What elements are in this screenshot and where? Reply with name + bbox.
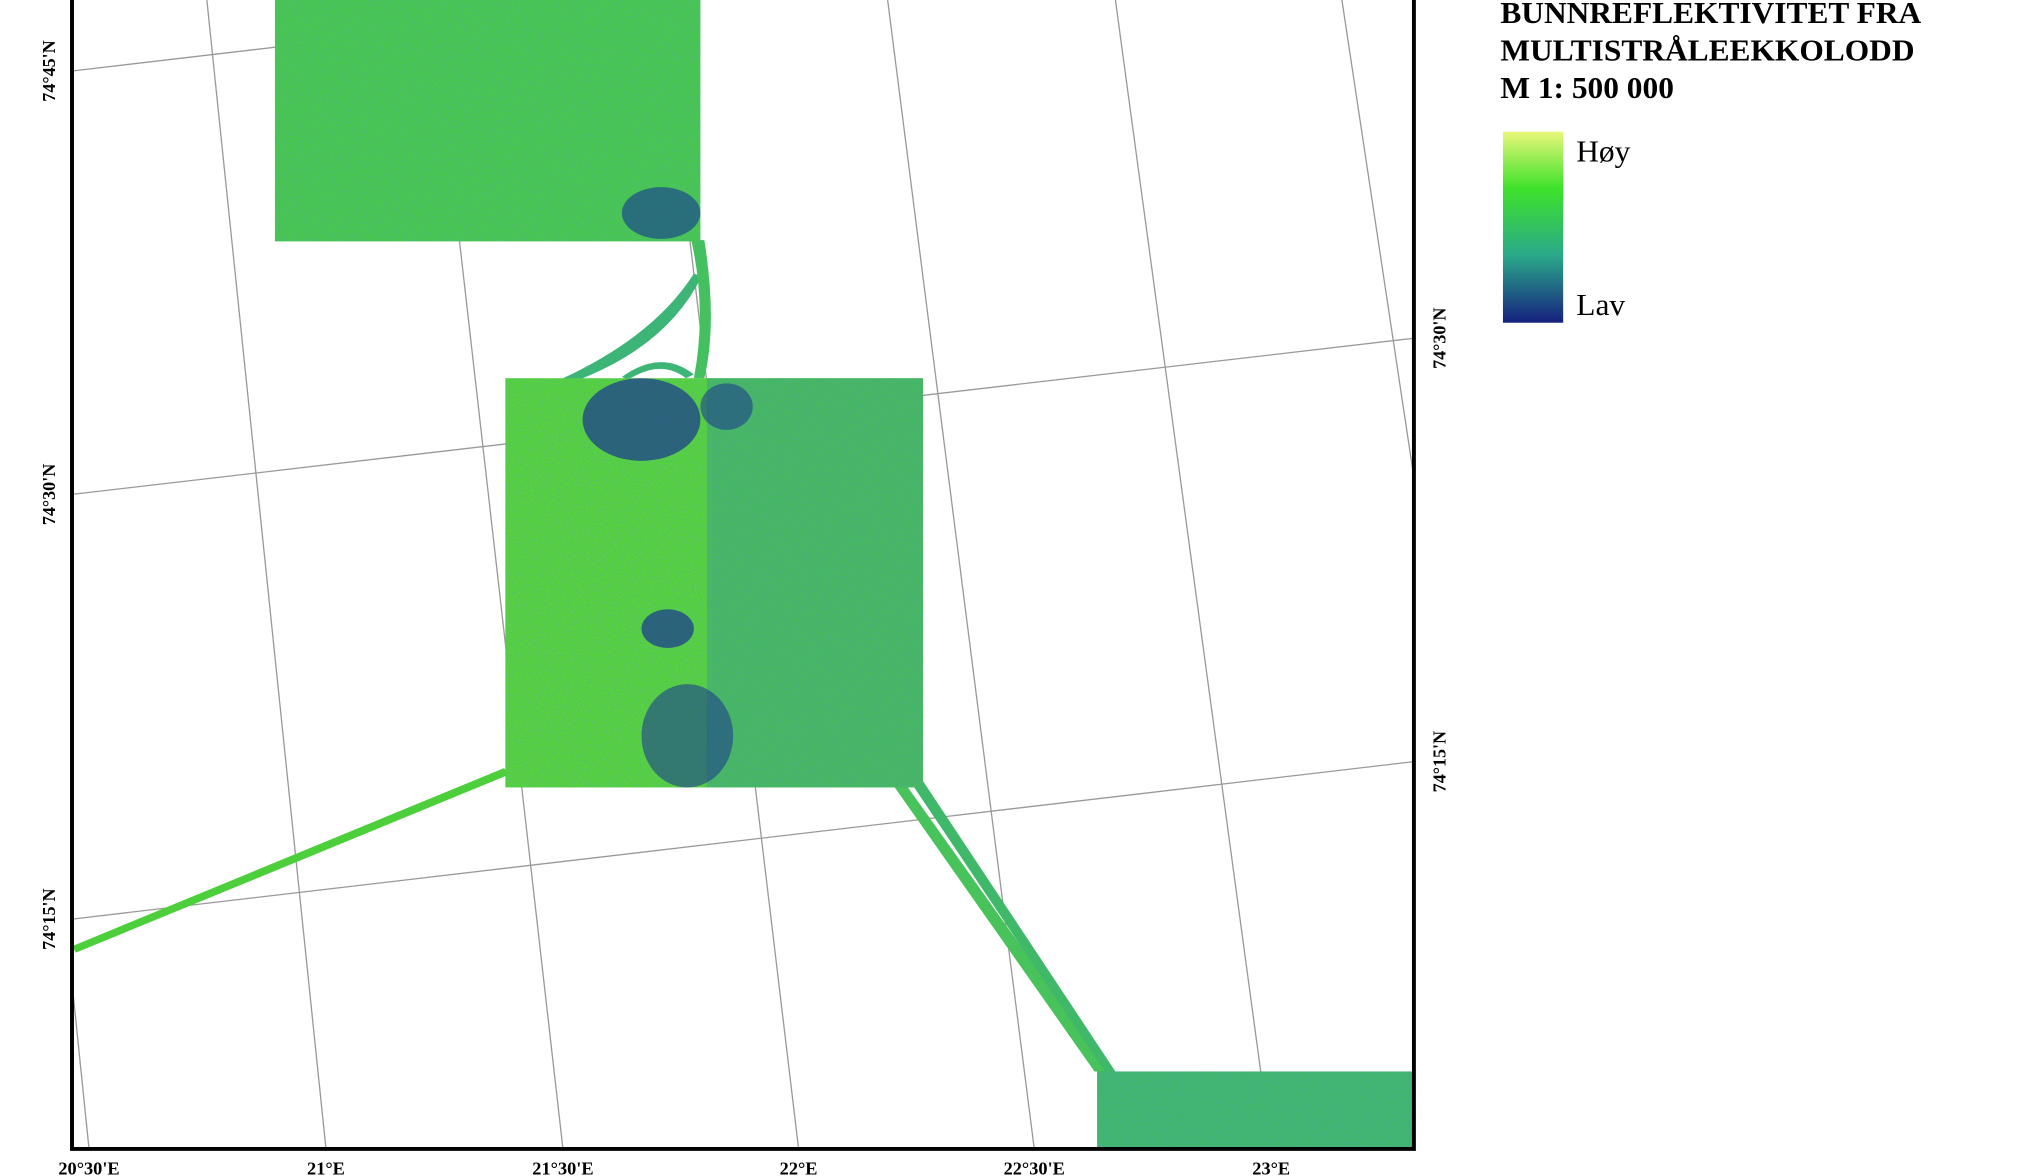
- legend-title: MULTISTRÅLEEKKOLODD: [1500, 33, 1914, 68]
- legend-low: Lav: [1576, 287, 1625, 322]
- track: [621, 362, 694, 380]
- coordinate-label: 21°30'E: [532, 1159, 593, 1176]
- coordinate-labels: 74°45'N 74°30'N 74°15'N 74°30'N 74°15'N 20°30…: [39, 40, 1449, 1176]
- legend-colorbar: [1502, 131, 1564, 323]
- low-patch: [621, 187, 701, 239]
- map-frame: [70, 0, 1416, 1151]
- low-patch: [582, 378, 701, 461]
- track: [72, 768, 510, 953]
- low-patch: [700, 383, 753, 430]
- track: [691, 240, 711, 379]
- low-patch: [641, 609, 694, 649]
- legend-title: BUNNREFLEKTIVITET FRA: [1500, 0, 1921, 30]
- coordinate-label: 74°15'N: [39, 888, 59, 949]
- low-patch: [641, 684, 734, 788]
- coordinate-label: 22°E: [780, 1159, 818, 1176]
- coordinate-label: 74°15'N: [1429, 731, 1449, 792]
- legend-title: M 1: 500 000: [1500, 70, 1674, 105]
- texture: [1097, 1071, 1414, 1149]
- coordinate-label: 22°30'E: [1004, 1159, 1065, 1176]
- coordinate-label: 21°E: [307, 1159, 345, 1176]
- survey-data: [72, 0, 1414, 1149]
- coordinate-label: 74°30'N: [39, 464, 59, 525]
- coordinate-label: 20°30'E: [58, 1159, 119, 1176]
- coordinate-label: 74°30'N: [1429, 308, 1449, 369]
- track: [562, 273, 702, 381]
- track: [890, 780, 1111, 1072]
- map-area: [72, 0, 1414, 1149]
- track: [909, 780, 1116, 1072]
- coordinate-label: 23°E: [1252, 1159, 1290, 1176]
- legend-high: Høy: [1576, 134, 1630, 169]
- coordinate-label: 74°45'N: [39, 40, 59, 101]
